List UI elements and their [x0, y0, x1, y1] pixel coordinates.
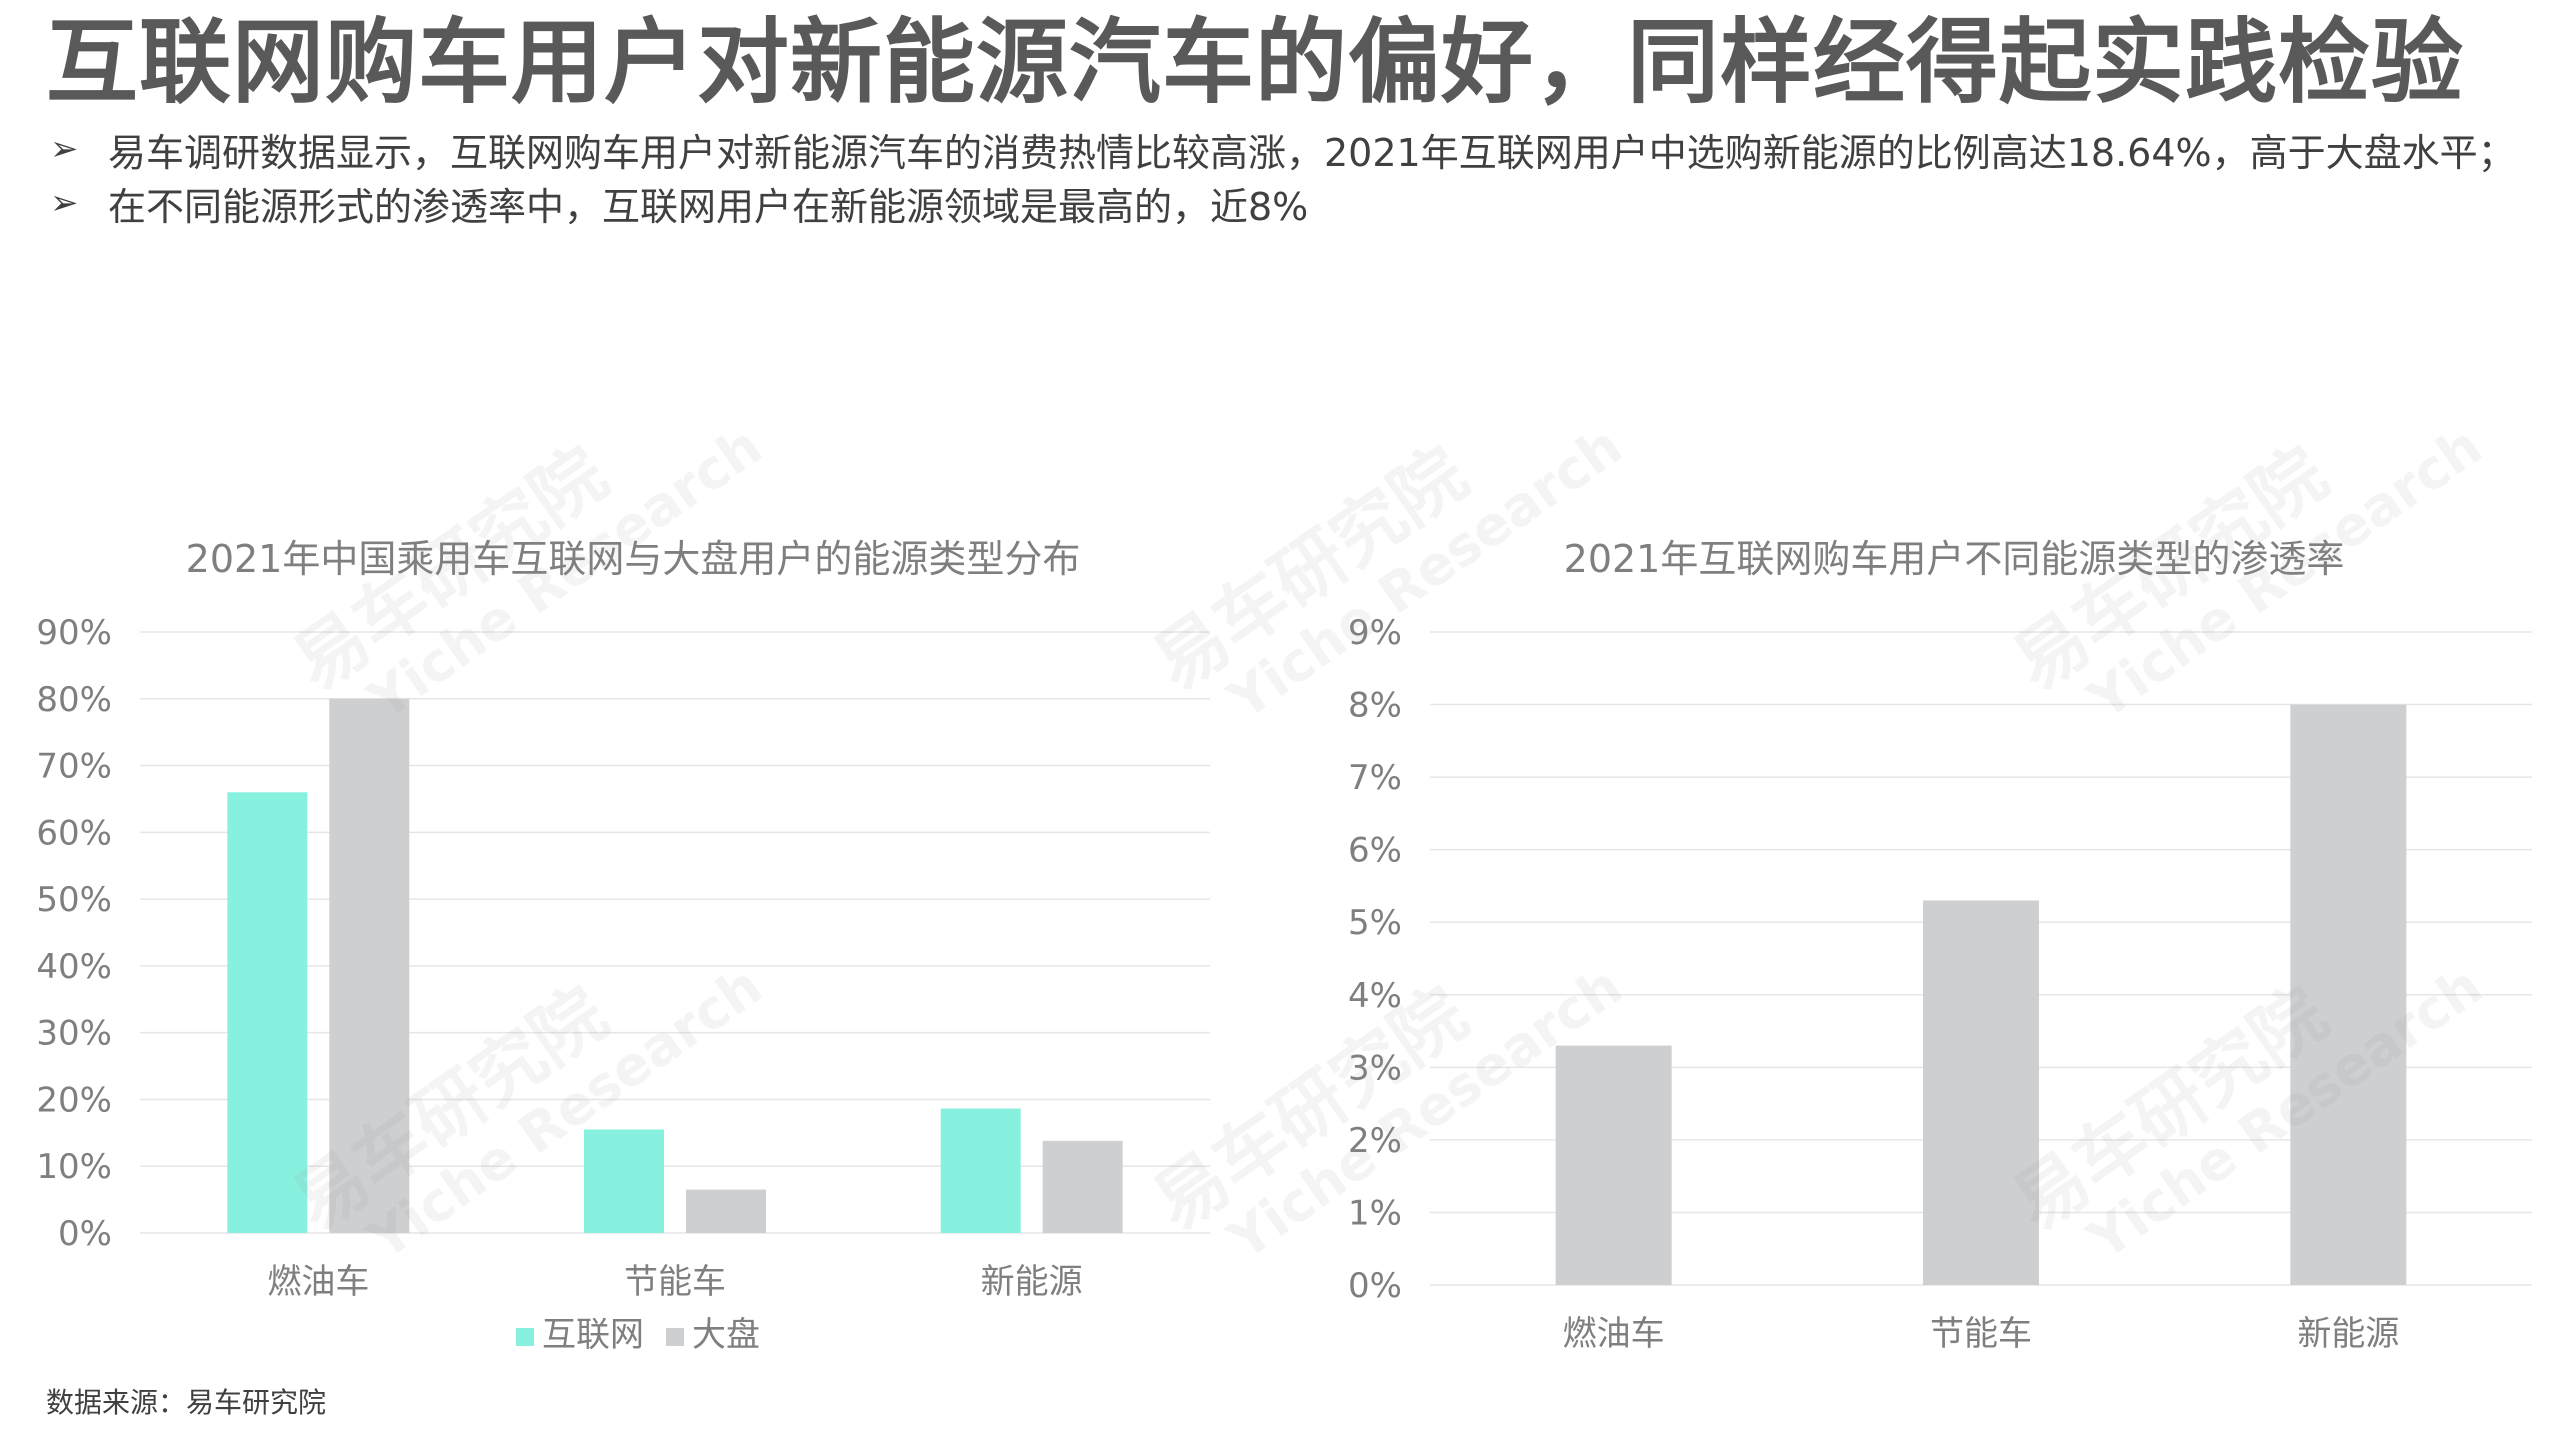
y-tick-label: 30%: [36, 1014, 112, 1054]
arrow-bullet-icon: ➢: [50, 129, 79, 169]
energy-distribution-chart: 2021年中国乘用车互联网与大盘用户的能源类型分布 0% 10% 20% 30% 40% 5…: [36, 537, 1210, 1355]
y-tick-label: 50%: [36, 880, 112, 920]
legend-label: 互联网: [542, 1315, 644, 1355]
y-tick-label: 4%: [1348, 976, 1402, 1016]
y-tick-label: 5%: [1348, 903, 1402, 943]
y-tick-label: 90%: [36, 613, 112, 653]
y-tick-label: 10%: [36, 1147, 112, 1187]
y-tick-label: 7%: [1348, 758, 1402, 798]
y-tick-label: 80%: [36, 680, 112, 720]
legend-swatch: [516, 1328, 534, 1346]
y-tick-label: 0%: [58, 1214, 112, 1254]
x-category-label: 新能源: [2297, 1314, 2399, 1354]
x-category-label: 燃油车: [1563, 1314, 1665, 1354]
penetration-rate-chart: 2021年互联网购车用户不同能源类型的渗透率 0% 1% 2% 3% 4% 5% 6% 7% 8%…: [1348, 537, 2532, 1354]
bar: [1923, 900, 2039, 1285]
bullet-list: ➢ 易车调研数据显示，互联网购车用户对新能源汽车的消费热情比较高涨，2021年互…: [50, 122, 2530, 230]
bullet-text: 易车调研数据显示，互联网购车用户对新能源汽车的消费热情比较高涨，2021年互联网…: [108, 130, 2516, 175]
x-category-label: 燃油车: [267, 1262, 369, 1302]
legend-swatch: [666, 1328, 684, 1346]
y-tick-label: 3%: [1348, 1048, 1402, 1088]
bullet-text: 在不同能源形式的渗透率中，互联网用户在新能源领域是最高的，近8%: [108, 184, 1309, 229]
chart-title: 2021年互联网购车用户不同能源类型的渗透率: [1564, 537, 2345, 581]
y-tick-label: 8%: [1348, 686, 1402, 726]
data-source-note: 数据来源：易车研究院: [46, 1386, 327, 1419]
bullet-item: ➢ 易车调研数据显示，互联网购车用户对新能源汽车的消费热情比较高涨，2021年互…: [50, 122, 2530, 176]
x-category-label: 节能车: [1930, 1314, 2032, 1354]
bar: [686, 1189, 766, 1233]
arrow-bullet-icon: ➢: [50, 183, 79, 223]
y-tick-label: 70%: [36, 747, 112, 787]
x-category-label: 节能车: [624, 1262, 726, 1302]
y-tick-label: 6%: [1348, 831, 1402, 871]
bar: [2290, 704, 2407, 1285]
y-tick-label: 1%: [1348, 1193, 1402, 1233]
bar: [1042, 1140, 1123, 1233]
bar: [329, 698, 410, 1233]
bar: [1555, 1045, 1672, 1285]
bar: [227, 792, 308, 1233]
bar: [584, 1129, 664, 1233]
y-tick-label: 20%: [36, 1080, 112, 1120]
page-title: 互联网购车用户对新能源汽车的偏好，同样经得起实践检验: [46, 9, 2465, 116]
x-category-label: 新能源: [981, 1262, 1083, 1302]
y-tick-label: 0%: [1348, 1266, 1402, 1306]
legend-label: 大盘: [692, 1315, 760, 1355]
y-tick-label: 2%: [1348, 1121, 1402, 1161]
y-tick-label: 40%: [36, 947, 112, 987]
bar: [940, 1108, 1021, 1233]
bullet-item: ➢ 在不同能源形式的渗透率中，互联网用户在新能源领域是最高的，近8%: [50, 176, 2530, 230]
chart-title: 2021年中国乘用车互联网与大盘用户的能源类型分布: [186, 537, 1081, 581]
y-tick-label: 60%: [36, 813, 112, 853]
y-tick-label: 9%: [1348, 613, 1402, 653]
